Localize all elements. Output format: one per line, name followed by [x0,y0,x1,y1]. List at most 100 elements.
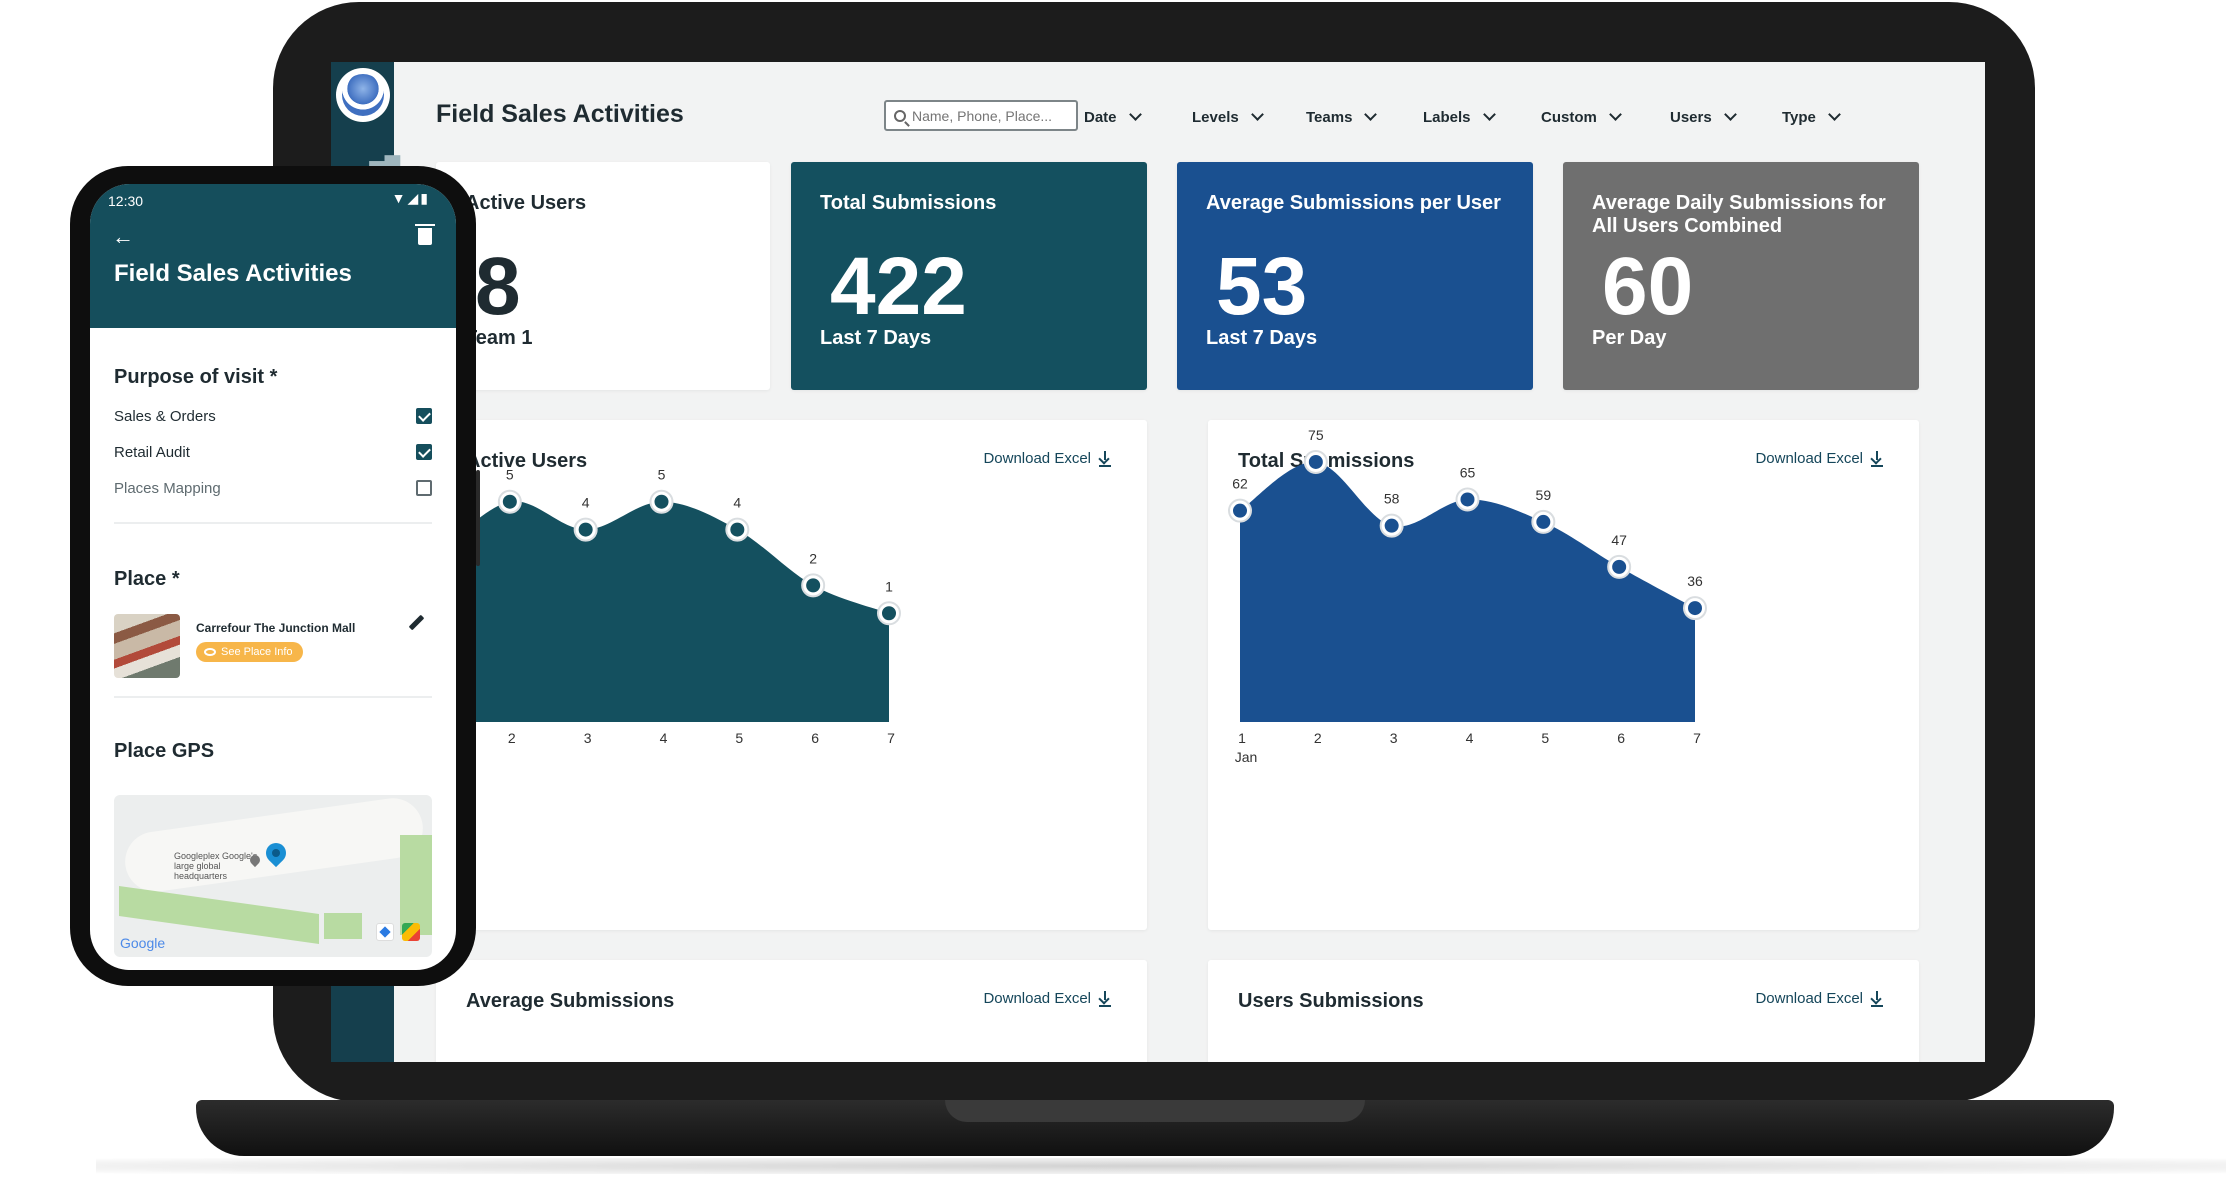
company-logo[interactable] [336,68,390,122]
data-point[interactable] [1536,514,1551,529]
chart-title: Average Submissions [466,990,675,1012]
filter-levels[interactable]: Levels [1186,102,1300,132]
divider [114,696,432,698]
chart-wrap: 62 1 75 2 58 3 65 4 59 5 47 6 36 7 Jan [1228,427,1707,765]
phone-screen: 12:30 ▼◢▮ ← Field Sales Activities Purpo… [90,184,456,970]
x-tick-label: 7 [887,730,895,746]
data-label: 59 [1536,487,1552,503]
data-point[interactable] [1688,601,1702,616]
eye-icon [204,648,216,656]
map-park [324,913,362,939]
kpi-average-submissions-per-user: Average Submissions per User 53 Last 7 D… [1177,162,1533,390]
chart-title: Active Users [466,450,588,472]
kpi-value: 60 [1602,241,1694,332]
checkbox-checked-icon[interactable] [416,444,432,460]
data-label: 4 [582,495,590,511]
filter-users[interactable]: Users [1664,102,1776,132]
filter-teams[interactable]: Teams [1300,102,1417,132]
x-tick-label: 6 [1617,730,1625,746]
data-point[interactable] [1612,559,1627,574]
option-sales-orders[interactable]: Sales & Orders [114,404,432,428]
map-park [400,835,432,935]
x-tick-label: 3 [1390,730,1398,746]
directions-icon[interactable] [376,923,394,941]
kpi-sub: Last 7 Days [1206,327,1318,349]
checkbox-unchecked-icon[interactable] [416,480,432,496]
data-point[interactable] [730,522,745,537]
kpi-active-users: Active Users 8 Team 1 [436,162,770,390]
phone-side-button [476,470,480,566]
kpi-label: Average Submissions per User [1206,192,1501,214]
data-point[interactable] [882,606,896,621]
filter-custom[interactable]: Custom [1535,102,1664,132]
place-photo [114,614,180,678]
google-maps-icon[interactable] [402,923,420,941]
data-point[interactable] [1460,492,1475,507]
x-tick-label: 6 [811,730,819,746]
download-excel-link[interactable]: Download Excel [1755,990,1883,1007]
filter-labels[interactable]: Labels [1417,102,1535,132]
card-active-users-chart: Active Users Download Excel 315243544526… [436,420,1147,930]
data-point[interactable] [502,494,517,509]
chart-wrap: 31524354452617Jan [436,467,901,765]
data-point[interactable] [1384,518,1399,533]
search-input[interactable] [912,107,1072,124]
option-places-mapping[interactable]: Places Mapping [114,476,432,500]
download-excel-link[interactable]: Download Excel [983,990,1111,1007]
x-tick-label: 7 [1693,730,1701,746]
filter-bar: Date Levels Teams Labels Custom Users Ty… [1074,102,1876,132]
kpi-average-daily-submissions: Average Daily Submissions for All Users … [1563,162,1919,390]
analytics-icon[interactable]: ▁▃▅ [354,148,401,170]
search-box[interactable] [884,100,1078,131]
card-total-submissions-chart: Total Submissions Download Excel 62 1 75 2 5… [1208,420,1919,930]
kpi-value: 422 [830,241,967,332]
chevron-down-icon [1828,108,1841,121]
option-retail-audit[interactable]: Retail Audit [114,440,432,464]
download-icon [1099,990,1111,1007]
checkbox-checked-icon[interactable] [416,408,432,424]
kpi-sub: Last 7 Days [820,327,932,349]
kpi-label: Total Submissions [820,192,997,214]
x-tick-label: 3 [584,730,592,746]
data-point[interactable] [1233,503,1247,518]
area-fill [1240,461,1695,722]
laptop-screen: ▁▃▅ Field Sales Activities Date Levels T… [331,62,1985,1062]
page-title: Field Sales Activities [436,100,684,128]
back-arrow-icon[interactable]: ← [112,224,134,249]
card-users-submissions: Users Submissions Download Excel [1208,960,1919,1062]
chart-title: Users Submissions [1238,990,1424,1012]
data-point[interactable] [578,522,593,537]
filter-type[interactable]: Type [1776,102,1876,132]
laptop-shadow [96,1158,2226,1174]
trash-icon[interactable] [415,224,435,245]
filter-date[interactable]: Date [1074,102,1186,132]
x-tick-label: 5 [735,730,743,746]
x-tick-label: 5 [1541,730,1549,746]
data-label: 47 [1611,532,1627,548]
chart-plot: 31524354452617Jan [436,467,901,765]
download-excel-link[interactable]: Download Excel [983,450,1111,467]
gps-map[interactable]: Googleplex Google's large global headqua… [114,795,432,957]
data-point[interactable] [1308,454,1323,469]
download-icon [1871,990,1883,1007]
place-gps-label: Place GPS [114,740,215,762]
kpi-label: Average Daily Submissions for All Users … [1592,192,1886,237]
see-place-info-button[interactable]: See Place Info [196,642,303,662]
download-excel-link[interactable]: Download Excel [1755,450,1883,467]
x-tick-label: 4 [660,730,668,746]
kpi-value: 53 [1216,241,1308,332]
edit-pencil-icon[interactable] [408,614,425,631]
divider [114,522,432,524]
kpi-sub: Team 1 [465,327,533,349]
purpose-of-visit-label: Purpose of visit * [114,366,278,388]
chevron-down-icon [1723,108,1737,121]
chevron-down-icon [1608,108,1622,121]
data-label: 62 [1232,476,1248,492]
x-tick-label: 1 [1238,730,1246,746]
kpi-value: 8 [475,241,521,332]
data-point[interactable] [806,578,821,593]
data-label: 36 [1687,573,1703,589]
x-tick-label: 4 [1466,730,1474,746]
data-point[interactable] [654,494,669,509]
chevron-down-icon [1250,108,1264,121]
